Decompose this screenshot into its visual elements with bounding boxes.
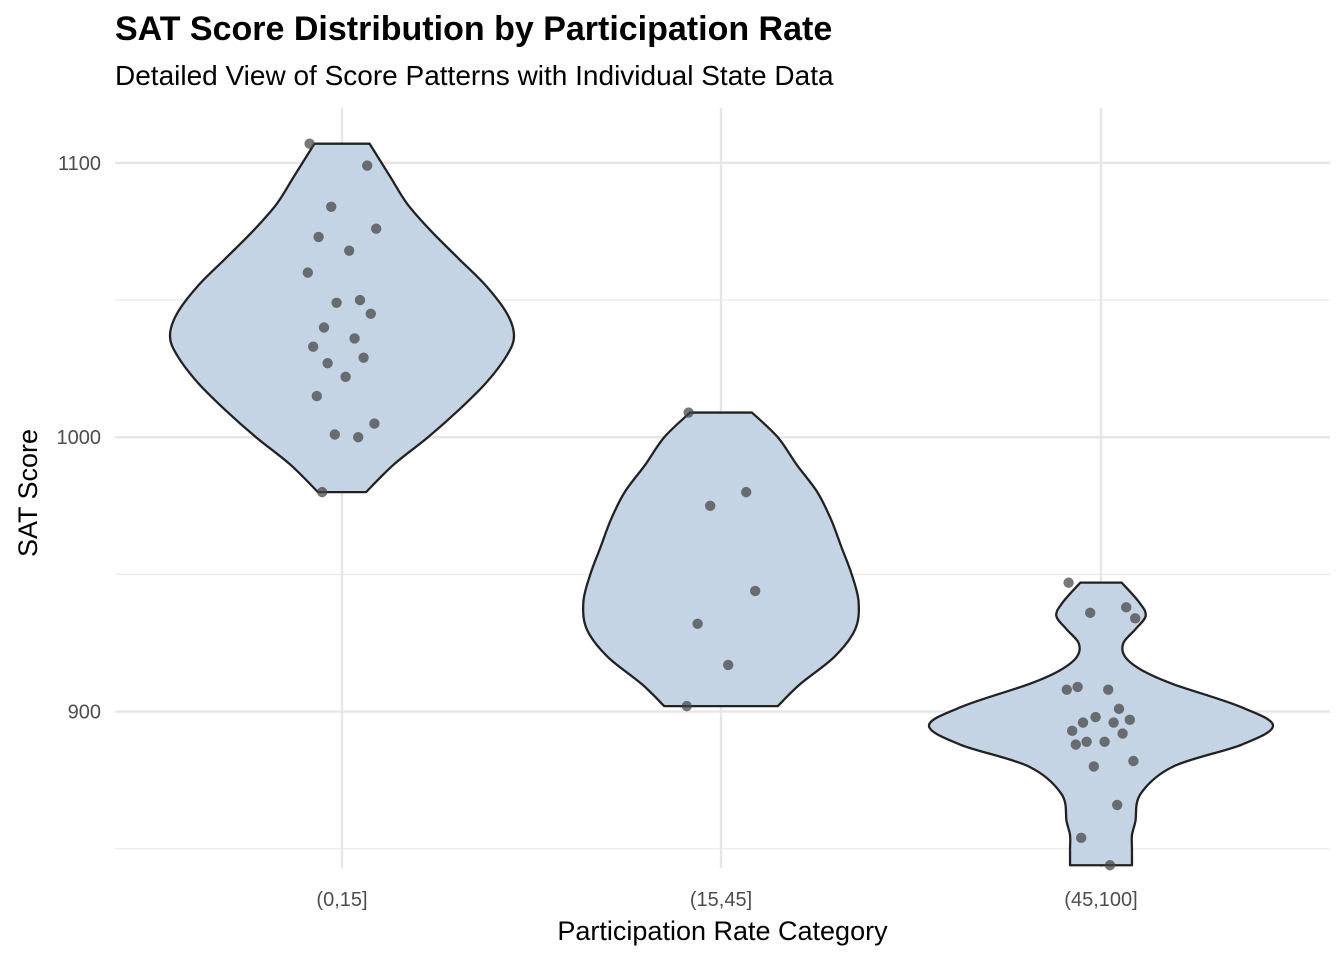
data-point bbox=[1072, 681, 1083, 693]
y-tick-label: 1100 bbox=[58, 153, 101, 175]
data-point bbox=[304, 138, 315, 149]
data-point bbox=[331, 297, 342, 309]
y-tick-label: 900 bbox=[68, 702, 101, 724]
data-point bbox=[302, 267, 313, 278]
data-point bbox=[1099, 736, 1110, 747]
violin-2 bbox=[581, 411, 861, 708]
data-point bbox=[362, 160, 373, 171]
y-axis-title: SAT Score bbox=[13, 429, 43, 557]
data-point bbox=[1063, 577, 1074, 588]
data-point bbox=[741, 486, 752, 498]
data-point bbox=[1067, 725, 1078, 737]
x-axis-title: Participation Rate Category bbox=[557, 916, 888, 946]
data-point bbox=[705, 500, 716, 512]
data-point bbox=[683, 407, 694, 418]
data-point bbox=[318, 322, 330, 333]
data-point bbox=[371, 223, 382, 234]
x-tick-label: (15,45] bbox=[690, 889, 752, 911]
chart-subtitle: Detailed View of Score Patterns with Ind… bbox=[115, 60, 834, 91]
data-point bbox=[358, 352, 369, 363]
x-tick-label: (45,100] bbox=[1064, 889, 1137, 911]
data-point bbox=[308, 341, 319, 352]
data-point bbox=[311, 390, 322, 402]
data-point bbox=[1077, 717, 1089, 728]
data-point bbox=[1076, 832, 1087, 844]
data-point bbox=[326, 201, 337, 212]
data-point bbox=[1070, 739, 1082, 750]
data-point bbox=[1108, 717, 1119, 728]
data-point bbox=[369, 418, 380, 429]
data-point bbox=[1090, 711, 1101, 723]
data-point bbox=[681, 700, 692, 712]
violin-3 bbox=[927, 581, 1275, 867]
data-point bbox=[313, 231, 324, 243]
data-point bbox=[692, 618, 703, 630]
data-point bbox=[322, 357, 333, 369]
chart-title: SAT Score Distribution by Participation … bbox=[115, 10, 833, 48]
data-point bbox=[349, 333, 360, 344]
data-point bbox=[340, 371, 351, 383]
x-tick-label: (0,15] bbox=[316, 889, 367, 911]
data-point bbox=[1085, 607, 1096, 619]
data-point bbox=[723, 659, 734, 671]
data-point bbox=[1113, 703, 1125, 715]
y-tick-label: 1000 bbox=[57, 427, 102, 449]
data-point bbox=[1103, 684, 1114, 695]
data-point bbox=[1088, 761, 1100, 772]
data-point bbox=[1112, 799, 1123, 811]
data-point bbox=[365, 308, 376, 319]
data-point bbox=[1130, 613, 1141, 624]
data-point bbox=[354, 294, 366, 306]
data-point bbox=[344, 245, 355, 256]
data-point bbox=[1104, 860, 1116, 871]
data-point bbox=[1061, 684, 1073, 695]
data-point bbox=[1121, 602, 1132, 613]
violin-1 bbox=[168, 142, 516, 494]
data-point bbox=[1128, 755, 1139, 767]
data-point bbox=[329, 429, 340, 440]
data-point bbox=[750, 585, 761, 597]
data-point bbox=[1124, 714, 1136, 726]
data-point bbox=[1117, 728, 1128, 739]
data-point bbox=[353, 432, 364, 443]
data-point bbox=[1081, 736, 1092, 747]
data-point bbox=[317, 486, 328, 498]
